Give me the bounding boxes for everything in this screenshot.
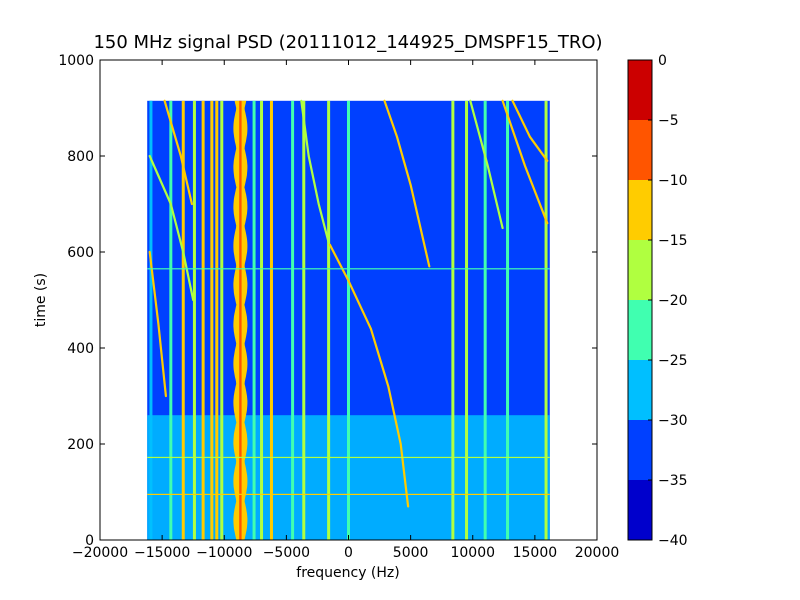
colorbar-segment bbox=[628, 300, 652, 360]
psd-doppler-trace bbox=[501, 99, 549, 225]
y-tick-label: 200 bbox=[67, 437, 94, 453]
colorbar-tick-label: −20 bbox=[658, 293, 688, 309]
psd-vertical-line bbox=[544, 100, 548, 540]
psd-doppler-trace bbox=[511, 99, 549, 162]
y-tick-label: 0 bbox=[85, 533, 94, 549]
psd-vertical-line bbox=[260, 100, 264, 540]
y-axis: 0 200 400 600 800 1000 bbox=[58, 53, 597, 549]
psd-vertical-line bbox=[215, 100, 219, 540]
y-axis-label: time (s) bbox=[33, 273, 49, 327]
y-tick-label: 800 bbox=[67, 149, 94, 165]
x-tick-label: −15000 bbox=[134, 545, 190, 561]
colorbar-tick-label: −30 bbox=[658, 413, 688, 429]
colorbar-segment bbox=[628, 480, 652, 540]
x-tick-label: 20000 bbox=[575, 545, 620, 561]
psd-vertical-line bbox=[210, 100, 214, 540]
psd-vertical-line bbox=[465, 100, 469, 540]
y-tick-label: 400 bbox=[67, 341, 94, 357]
psd-vertical-line bbox=[347, 100, 350, 540]
colorbar-segment bbox=[628, 120, 652, 180]
psd-horizontal-line bbox=[147, 268, 550, 270]
psd-vertical-line bbox=[149, 100, 153, 540]
x-tick-label: −5000 bbox=[263, 545, 310, 561]
x-axis-label: frequency (Hz) bbox=[296, 565, 399, 581]
psd-vertical-line bbox=[269, 100, 273, 540]
x-tick-label: −10000 bbox=[196, 545, 252, 561]
colorbar-tick-label: −35 bbox=[658, 473, 688, 489]
colorbar-segment bbox=[628, 60, 652, 120]
psd-vertical-line bbox=[483, 100, 487, 540]
chart-title: 150 MHz signal PSD (20111012_144925_DMSP… bbox=[93, 32, 602, 53]
psd-vertical-line bbox=[291, 100, 295, 540]
colorbar-tick-label: −25 bbox=[658, 353, 688, 369]
psd-vertical-line bbox=[327, 100, 331, 540]
colorbar-tick-label: −15 bbox=[658, 233, 688, 249]
colorbar-tick-label: −5 bbox=[658, 113, 679, 129]
psd-doppler-trace bbox=[148, 250, 167, 398]
psd-vertical-line bbox=[506, 100, 510, 540]
colorbar-tick-label: −10 bbox=[658, 173, 688, 189]
colorbar-segment bbox=[628, 420, 652, 480]
psd-vertical-line bbox=[451, 100, 455, 540]
psd-horizontal-line bbox=[147, 493, 550, 495]
psd-doppler-trace bbox=[383, 99, 431, 268]
x-tick-label: 0 bbox=[344, 545, 353, 561]
x-axis: −20000 −15000 −10000 −5000 0 5000 10000 15000 20… bbox=[72, 60, 619, 561]
psd-horizontal-line bbox=[147, 456, 550, 459]
psd-vertical-line bbox=[181, 100, 185, 540]
psd-doppler-trace bbox=[148, 154, 195, 302]
colorbar-segment bbox=[628, 180, 652, 240]
colorbar-segment bbox=[628, 240, 652, 300]
x-tick-label: 15000 bbox=[513, 545, 558, 561]
spectrogram-plot bbox=[100, 60, 597, 540]
psd-vertical-line bbox=[192, 100, 196, 540]
colorbar-segment bbox=[628, 360, 652, 420]
psd-vertical-line bbox=[220, 100, 224, 540]
x-tick-label: 10000 bbox=[450, 545, 495, 561]
psd-vertical-line bbox=[302, 100, 306, 540]
psd-doppler-trace bbox=[328, 243, 410, 508]
psd-doppler-trace bbox=[469, 99, 504, 230]
x-tick-label: 5000 bbox=[393, 545, 429, 561]
colorbar-tick-label: 0 bbox=[658, 53, 667, 69]
psd-vertical-line bbox=[201, 100, 205, 540]
psd-pulsating-band-core bbox=[239, 100, 242, 540]
colorbar: −40 −35 −30 −25 −20 −15 −10 −5 0 bbox=[627, 53, 688, 549]
psd-vertical-line bbox=[169, 100, 173, 540]
y-tick-label: 1000 bbox=[58, 53, 94, 69]
psd-doppler-trace bbox=[300, 99, 330, 244]
psd-vertical-line bbox=[252, 100, 256, 540]
y-tick-label: 600 bbox=[67, 245, 94, 261]
x-tick-label: −20000 bbox=[72, 545, 128, 561]
colorbar-tick-label: −40 bbox=[658, 533, 688, 549]
psd-doppler-trace bbox=[163, 99, 193, 206]
